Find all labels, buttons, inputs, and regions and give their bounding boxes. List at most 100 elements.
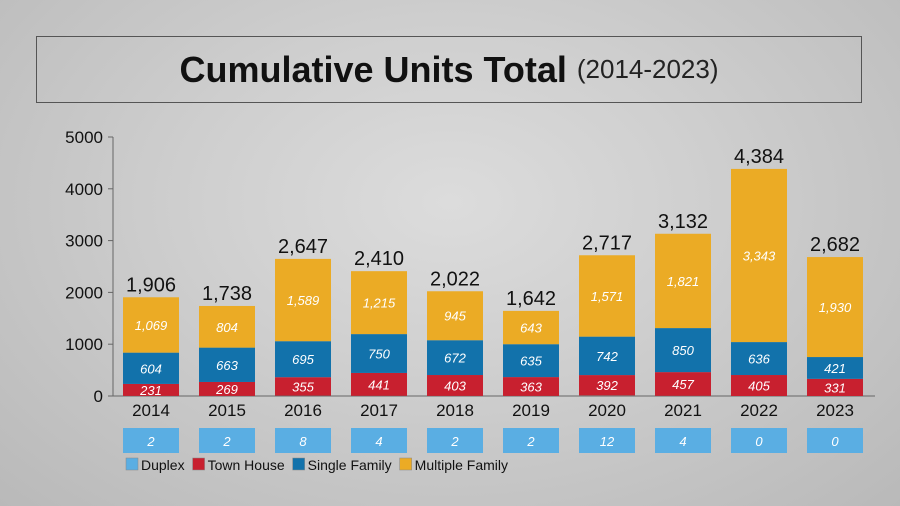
- bar-multiple-family: [731, 168, 787, 343]
- legend-swatch: [399, 457, 412, 471]
- total-label: 2,647: [278, 236, 328, 258]
- duplex-value-label: 0: [831, 434, 839, 449]
- bar-multiple-family: [351, 271, 407, 335]
- legend-swatch: [192, 457, 205, 471]
- bar-town-house: [427, 375, 483, 396]
- duplex-value-label: 2: [222, 434, 231, 449]
- y-tick-label: 1000: [65, 335, 103, 354]
- bar-single-family: [123, 352, 179, 384]
- bar-value-label: 695: [292, 352, 314, 367]
- duplex-value-label: 2: [450, 434, 459, 449]
- bar-value-label: 850: [672, 343, 694, 358]
- bar-value-label: 1,589: [287, 293, 320, 308]
- legend-label: Multiple Family: [415, 457, 508, 473]
- x-tick-label: 2021: [664, 401, 702, 420]
- bar-multiple-family: [123, 297, 179, 353]
- bar-town-house: [807, 378, 863, 396]
- bar-value-label: 1,571: [591, 289, 624, 304]
- total-label: 2,717: [582, 232, 632, 254]
- bar-single-family: [275, 341, 331, 378]
- legend-swatch: [292, 457, 305, 471]
- duplex-box: [199, 428, 255, 453]
- bar-value-label: 636: [748, 352, 770, 367]
- duplex-value-label: 12: [600, 434, 615, 449]
- bar-value-label: 441: [368, 377, 390, 392]
- bar-multiple-family: [503, 310, 559, 345]
- bar-value-label: 1,930: [819, 300, 852, 315]
- bar-value-label: 1,821: [667, 274, 700, 289]
- bar-value-label: 405: [748, 379, 770, 394]
- bar-single-family: [199, 347, 255, 382]
- bar-single-family: [731, 342, 787, 376]
- bar-value-label: 750: [368, 347, 390, 362]
- bar-value-label: 421: [824, 361, 846, 376]
- x-tick-label: 2017: [360, 401, 398, 420]
- duplex-box: [655, 428, 711, 453]
- bar-value-label: 3,343: [743, 248, 776, 263]
- y-tick-label: 0: [94, 387, 103, 406]
- bar-value-label: 643: [520, 321, 542, 336]
- bar-multiple-family: [579, 255, 635, 337]
- bar-value-label: 945: [444, 309, 466, 324]
- legend-swatch: [125, 457, 139, 471]
- bar-value-label: 804: [216, 320, 238, 335]
- total-label: 3,132: [658, 211, 708, 233]
- duplex-box: [579, 428, 635, 453]
- bar-town-house: [275, 377, 331, 396]
- bar-value-label: 635: [520, 354, 542, 369]
- bar-town-house: [199, 381, 255, 396]
- duplex-box: [731, 428, 787, 453]
- bar-value-label: 663: [216, 358, 238, 373]
- total-label: 2,682: [810, 234, 860, 256]
- bar-value-label: 1,069: [135, 318, 168, 333]
- duplex-box: [503, 428, 559, 453]
- total-label: 1,642: [506, 288, 556, 310]
- bar-single-family: [807, 357, 863, 379]
- bar-value-label: 331: [824, 380, 846, 395]
- bar-value-label: 231: [139, 383, 162, 398]
- y-tick-label: 4000: [65, 180, 103, 199]
- bar-multiple-family: [807, 257, 863, 358]
- duplex-box: [351, 428, 407, 453]
- legend-label: Single Family: [308, 457, 392, 473]
- x-tick-label: 2022: [740, 401, 778, 420]
- legend-label: Town House: [208, 457, 285, 473]
- bar-value-label: 363: [520, 379, 542, 394]
- bar-value-label: 269: [215, 382, 238, 397]
- duplex-box: [123, 428, 179, 453]
- bar-town-house: [503, 377, 559, 396]
- bar-value-label: 403: [444, 378, 466, 393]
- bar-town-house: [655, 372, 711, 396]
- total-label: 1,906: [126, 274, 176, 296]
- duplex-box: [807, 428, 863, 453]
- x-tick-label: 2014: [132, 401, 170, 420]
- x-tick-label: 2018: [436, 401, 474, 420]
- bar-single-family: [579, 336, 635, 376]
- chart-title: Cumulative Units Total: [179, 48, 567, 90]
- bar-town-house: [579, 375, 635, 396]
- x-tick-label: 2020: [588, 401, 626, 420]
- duplex-value-label: 4: [679, 434, 686, 449]
- y-tick-label: 3000: [65, 232, 103, 251]
- bar-town-house: [123, 383, 179, 396]
- x-tick-label: 2023: [816, 401, 854, 420]
- bar-single-family: [351, 334, 407, 373]
- bar-multiple-family: [275, 258, 331, 342]
- bar-value-label: 355: [292, 379, 314, 394]
- legend-label: Duplex: [141, 457, 185, 473]
- duplex-value-label: 8: [299, 434, 307, 449]
- bar-value-label: 742: [596, 349, 618, 364]
- duplex-value-label: 4: [375, 434, 382, 449]
- duplex-value-label: 0: [755, 434, 763, 449]
- total-label: 2,022: [430, 268, 480, 290]
- total-label: 1,738: [202, 283, 252, 305]
- bar-town-house: [731, 375, 787, 396]
- bar-multiple-family: [427, 291, 483, 341]
- y-tick-label: 5000: [65, 128, 103, 147]
- duplex-box: [427, 428, 483, 453]
- bar-value-label: 604: [140, 361, 162, 376]
- duplex-value-label: 2: [146, 434, 155, 449]
- bar-value-label: 392: [596, 378, 618, 393]
- duplex-box: [275, 428, 331, 453]
